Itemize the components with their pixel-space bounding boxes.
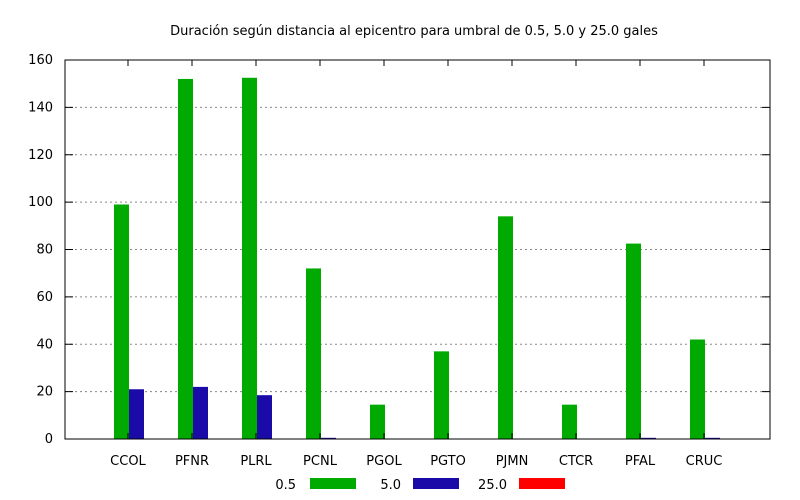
chart-title: Duración según distancia al epicentro pa… [170, 24, 658, 39]
bars [114, 77, 720, 439]
x-tick-label: PGOL [366, 454, 402, 469]
x-tick-label: PLRL [240, 454, 272, 469]
x-tick-label: CRUC [686, 454, 723, 469]
x-tick-label: PFNR [175, 454, 209, 469]
bar [705, 437, 720, 439]
legend-swatch [310, 478, 356, 489]
y-tick-label: 40 [36, 337, 53, 352]
y-tick-label: 60 [36, 290, 53, 305]
bar [193, 386, 208, 439]
bar [370, 404, 385, 439]
bar [306, 268, 321, 439]
x-tick-label: PFAL [625, 454, 656, 469]
bar [114, 204, 129, 439]
legend-swatch [519, 478, 565, 489]
legend-label: 25.0 [478, 478, 507, 493]
bar [434, 351, 449, 439]
x-tick-label: PJMN [496, 454, 529, 469]
legend-label: 0.5 [275, 478, 296, 493]
x-tick-label: CTCR [559, 454, 593, 469]
x-axis: CCOL PFNR PLRL PCNL PGOL PGTO PJMN CTCR PFAL CRUC [110, 60, 722, 469]
y-tick-label: 140 [28, 100, 53, 115]
bar [129, 389, 144, 439]
bar [321, 437, 336, 439]
y-tick-label: 100 [28, 195, 53, 210]
legend-swatch [413, 478, 459, 489]
bar [641, 437, 656, 439]
bar [562, 404, 577, 439]
y-axis: 0 20 40 60 80 100 120 140 160 [28, 53, 770, 447]
y-tick-label: 120 [28, 148, 53, 163]
y-tick-label: 80 [36, 243, 53, 258]
grid [65, 106, 770, 393]
bar [242, 77, 257, 439]
legend-label: 5.0 [380, 478, 401, 493]
y-tick-label: 0 [45, 432, 53, 447]
x-tick-label: PCNL [303, 454, 338, 469]
bar [257, 395, 272, 439]
bar [690, 339, 705, 439]
y-tick-label: 160 [28, 53, 53, 68]
bar [498, 216, 513, 439]
bar [626, 243, 641, 439]
y-tick-label: 20 [36, 385, 53, 400]
legend: 0.5 5.0 25.0 [275, 478, 565, 493]
x-tick-label: PGTO [430, 454, 466, 469]
x-tick-label: CCOL [110, 454, 146, 469]
bar [178, 78, 193, 439]
